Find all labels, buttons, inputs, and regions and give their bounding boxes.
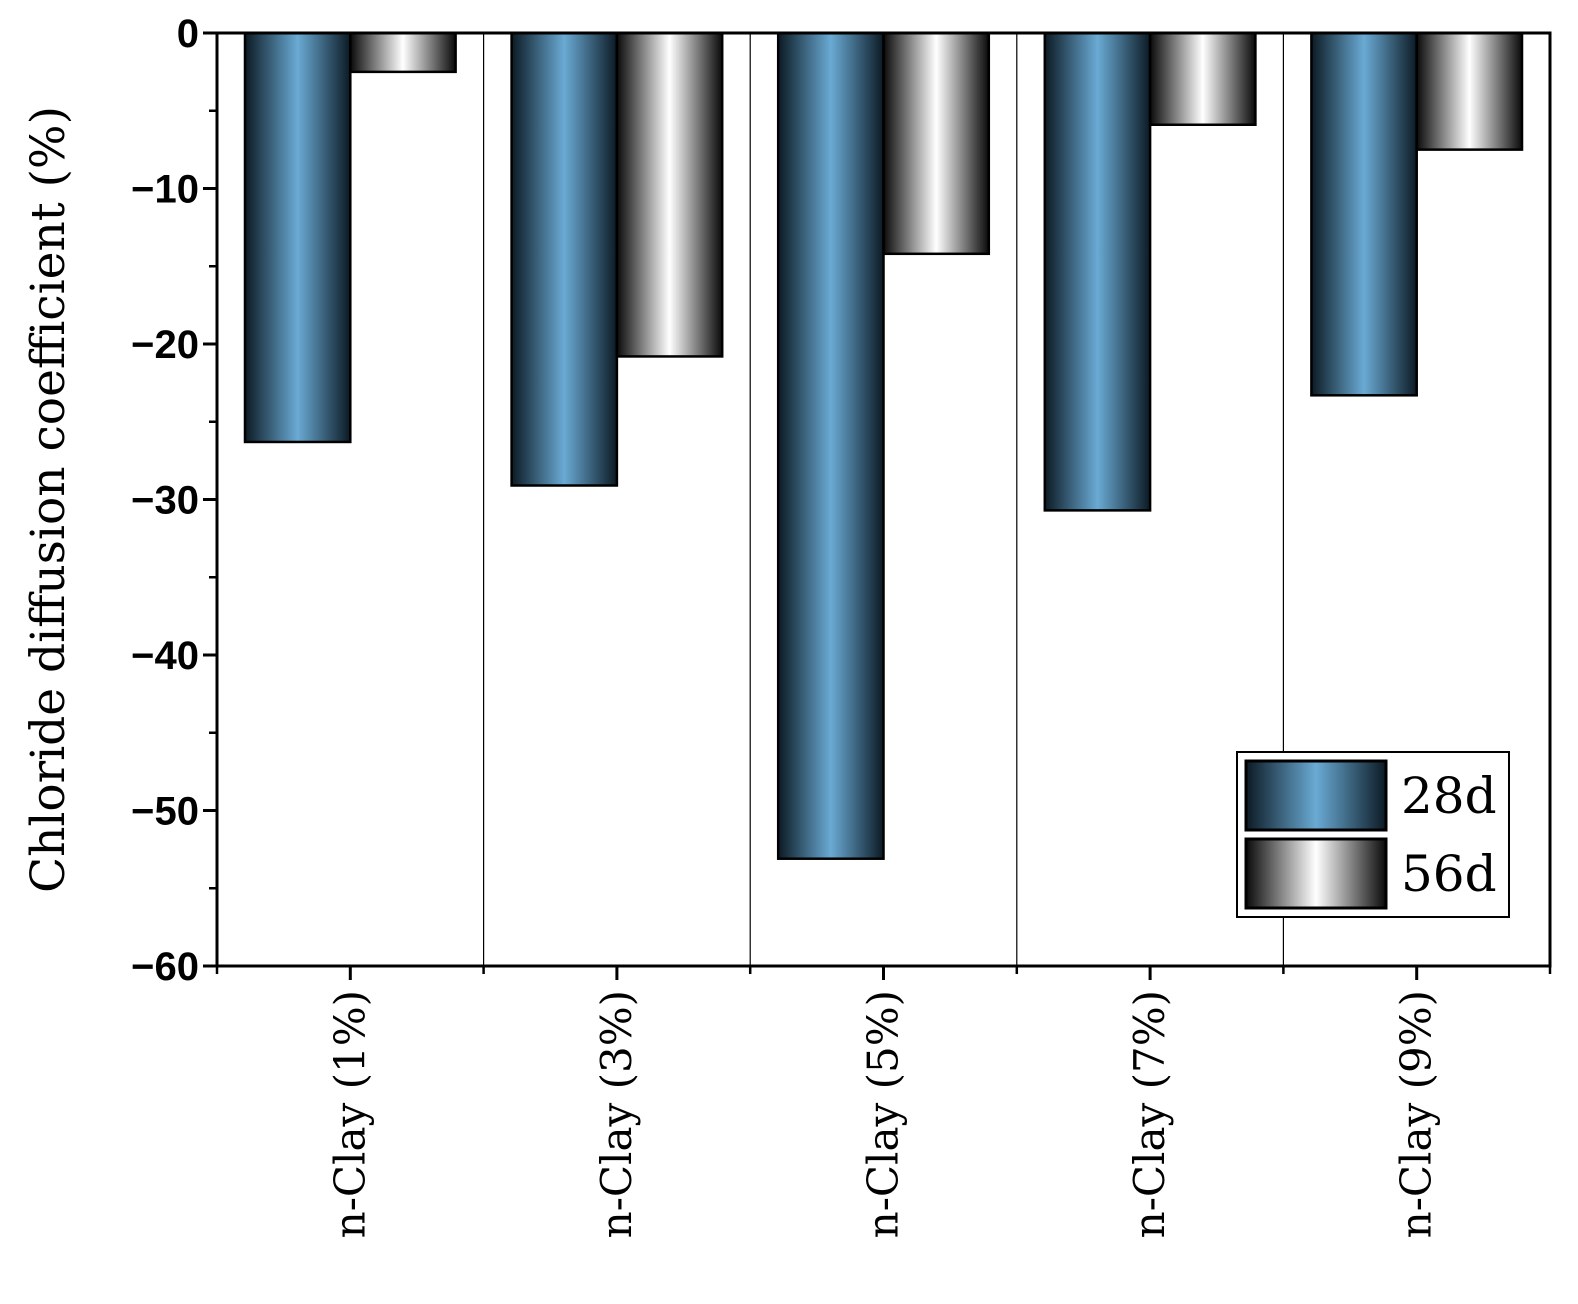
legend-swatch-28d (1244, 759, 1388, 832)
y-tick-label: −20 (131, 323, 199, 367)
legend-swatch-56d (1244, 837, 1388, 910)
x-axis-ticks: n-Clay (1%) n-Clay (3%) n-Clay (5%) n-Clay … (215, 966, 1552, 1238)
y-tick-label: −10 (131, 168, 199, 212)
legend-label-28d: 28d (1401, 767, 1497, 825)
bar-56d-5 (1415, 31, 1524, 151)
y-axis-ticks: 0 −10 −20 −30 −40 −50 −60 (131, 12, 217, 989)
bars-group (243, 31, 1524, 860)
y-axis-title: Chloride diffusion coefficient (%) (21, 106, 76, 893)
bar-28d-1 (243, 31, 352, 444)
bar-28d-3 (776, 31, 885, 860)
y-tick-label: 0 (177, 12, 199, 56)
y-tick-label: −50 (131, 790, 199, 834)
bar-28d-2 (510, 31, 619, 487)
x-category-label: n-Clay (5%) (859, 990, 908, 1238)
bar-28d-5 (1310, 31, 1418, 397)
x-category-label: n-Clay (9%) (1392, 990, 1441, 1238)
bar-56d-1 (349, 31, 457, 74)
y-tick-label: −30 (131, 479, 199, 523)
bar-56d-4 (1148, 31, 1257, 126)
bar-28d-4 (1043, 31, 1152, 512)
x-category-label: n-Clay (7%) (1125, 990, 1174, 1238)
y-tick-label: −40 (131, 634, 199, 678)
x-category-label: n-Clay (3%) (592, 990, 641, 1238)
x-category-label: n-Clay (1%) (325, 990, 374, 1238)
bar-56d-3 (882, 31, 991, 256)
bar-56d-2 (615, 31, 724, 358)
y-tick-label: −60 (131, 945, 199, 989)
legend-label-56d: 56d (1401, 845, 1497, 903)
